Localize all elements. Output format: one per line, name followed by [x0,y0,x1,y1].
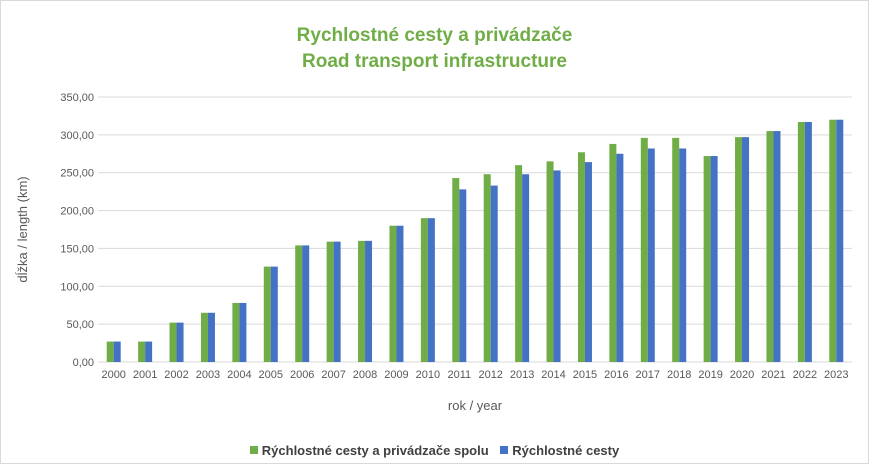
bar-expressways [647,148,655,362]
x-tick-label: 2003 [196,369,220,381]
legend-label-expressways: Rýchlostné cesty [512,442,620,458]
bar-total [452,178,460,362]
bar-expressways [490,185,498,362]
x-tick-label: 2000 [101,369,125,381]
x-tick-label: 2012 [478,369,502,381]
bar-expressways [302,245,310,362]
x-tick-label: 2015 [573,369,597,381]
legend-label-total: Rýchlostné cesty a privádzače spolu [261,442,489,458]
bar-total [169,322,177,362]
legend: Rýchlostné cesty a privádzače spolu Rých… [1,442,868,458]
bar-expressways [742,137,750,362]
bar-total [515,165,523,362]
x-tick-label: 2017 [636,369,660,381]
y-tick-label: 200,00 [60,206,94,218]
x-tick-label: 2004 [227,369,251,381]
bar-total [829,119,837,362]
bar-expressways [522,174,530,362]
bar-expressways [616,153,624,362]
chart-subtitle: Road transport infrastructure [302,51,567,72]
bar-expressways [145,341,153,362]
bar-total [232,302,240,362]
x-tick-label: 2006 [290,369,314,381]
bar-total [420,218,428,362]
bar-expressways [207,312,215,362]
bar-expressways [804,121,812,362]
y-tick-label: 350,00 [60,92,94,104]
bar-expressways [365,240,373,362]
y-tick-label: 250,00 [60,168,94,180]
y-axis-title: dĺžka / length (km) [15,176,30,282]
bar-total [703,156,711,362]
legend-swatch-total [249,446,258,454]
x-tick-label: 2002 [164,369,188,381]
bar-total [797,121,805,362]
x-tick-label: 2010 [416,369,440,381]
y-tick-label: 100,00 [60,281,94,293]
legend-swatch-expressways [500,446,509,454]
bar-total [546,161,554,362]
y-tick-label: 150,00 [60,243,94,255]
bar-total [358,240,366,362]
bar-expressways [584,162,592,362]
bar-expressways [773,131,781,362]
bar-total [138,341,146,362]
x-tick-label: 2009 [384,369,408,381]
bar-total [609,143,617,362]
x-axis-title: rok / year [448,398,503,413]
x-tick-label: 2008 [353,369,377,381]
x-tick-label: 2007 [321,369,345,381]
x-tick-label: 2022 [793,369,817,381]
y-tick-label: 50,00 [66,319,94,331]
bar-total [389,225,397,362]
bar-expressways [710,156,718,362]
x-tick-label: 2018 [667,369,691,381]
x-tick-label: 2005 [259,369,283,381]
bar-total [672,137,680,362]
bar-expressways [176,322,184,362]
y-tick-label: 300,00 [60,130,94,142]
bar-expressways [459,189,467,362]
bar-total [577,152,585,362]
x-tick-label: 2013 [510,369,534,381]
bar-expressways [553,170,561,362]
bar-expressways [396,225,404,362]
x-tick-label: 2021 [761,369,785,381]
legend-item-total: Rýchlostné cesty a privádzače spolu [249,442,489,458]
bar-expressways [333,241,341,362]
bar-expressways [836,119,844,362]
x-tick-label: 2016 [604,369,628,381]
bar-total [640,137,648,362]
x-tick-label: 2011 [447,369,471,381]
bar-total [326,241,334,362]
x-tick-label: 2020 [730,369,754,381]
bar-total [766,131,774,362]
x-tick-label: 2019 [698,369,722,381]
chart-title: Rychlostné cesty a privádzače [296,25,573,46]
legend-item-expressways: Rýchlostné cesty [500,443,619,458]
x-tick-label: 2023 [824,369,848,381]
x-tick-label: 2014 [541,369,565,381]
bar-expressways [113,341,121,362]
bar-expressways [427,218,435,362]
y-tick-label: 0,00 [73,357,94,369]
bar-expressways [679,148,687,362]
bar-expressways [239,302,247,362]
bar-total [106,341,114,362]
x-tick-label: 2001 [133,369,157,381]
bar-total [200,312,208,362]
bar-total [263,266,271,362]
bar-total [735,137,743,362]
bar-expressways [270,266,278,362]
plot-area: 0,00 50,00 100,00 150,00 200,00 250,00 300,00 3… [15,92,852,413]
bar-total [295,245,303,362]
bar-total [483,174,491,362]
